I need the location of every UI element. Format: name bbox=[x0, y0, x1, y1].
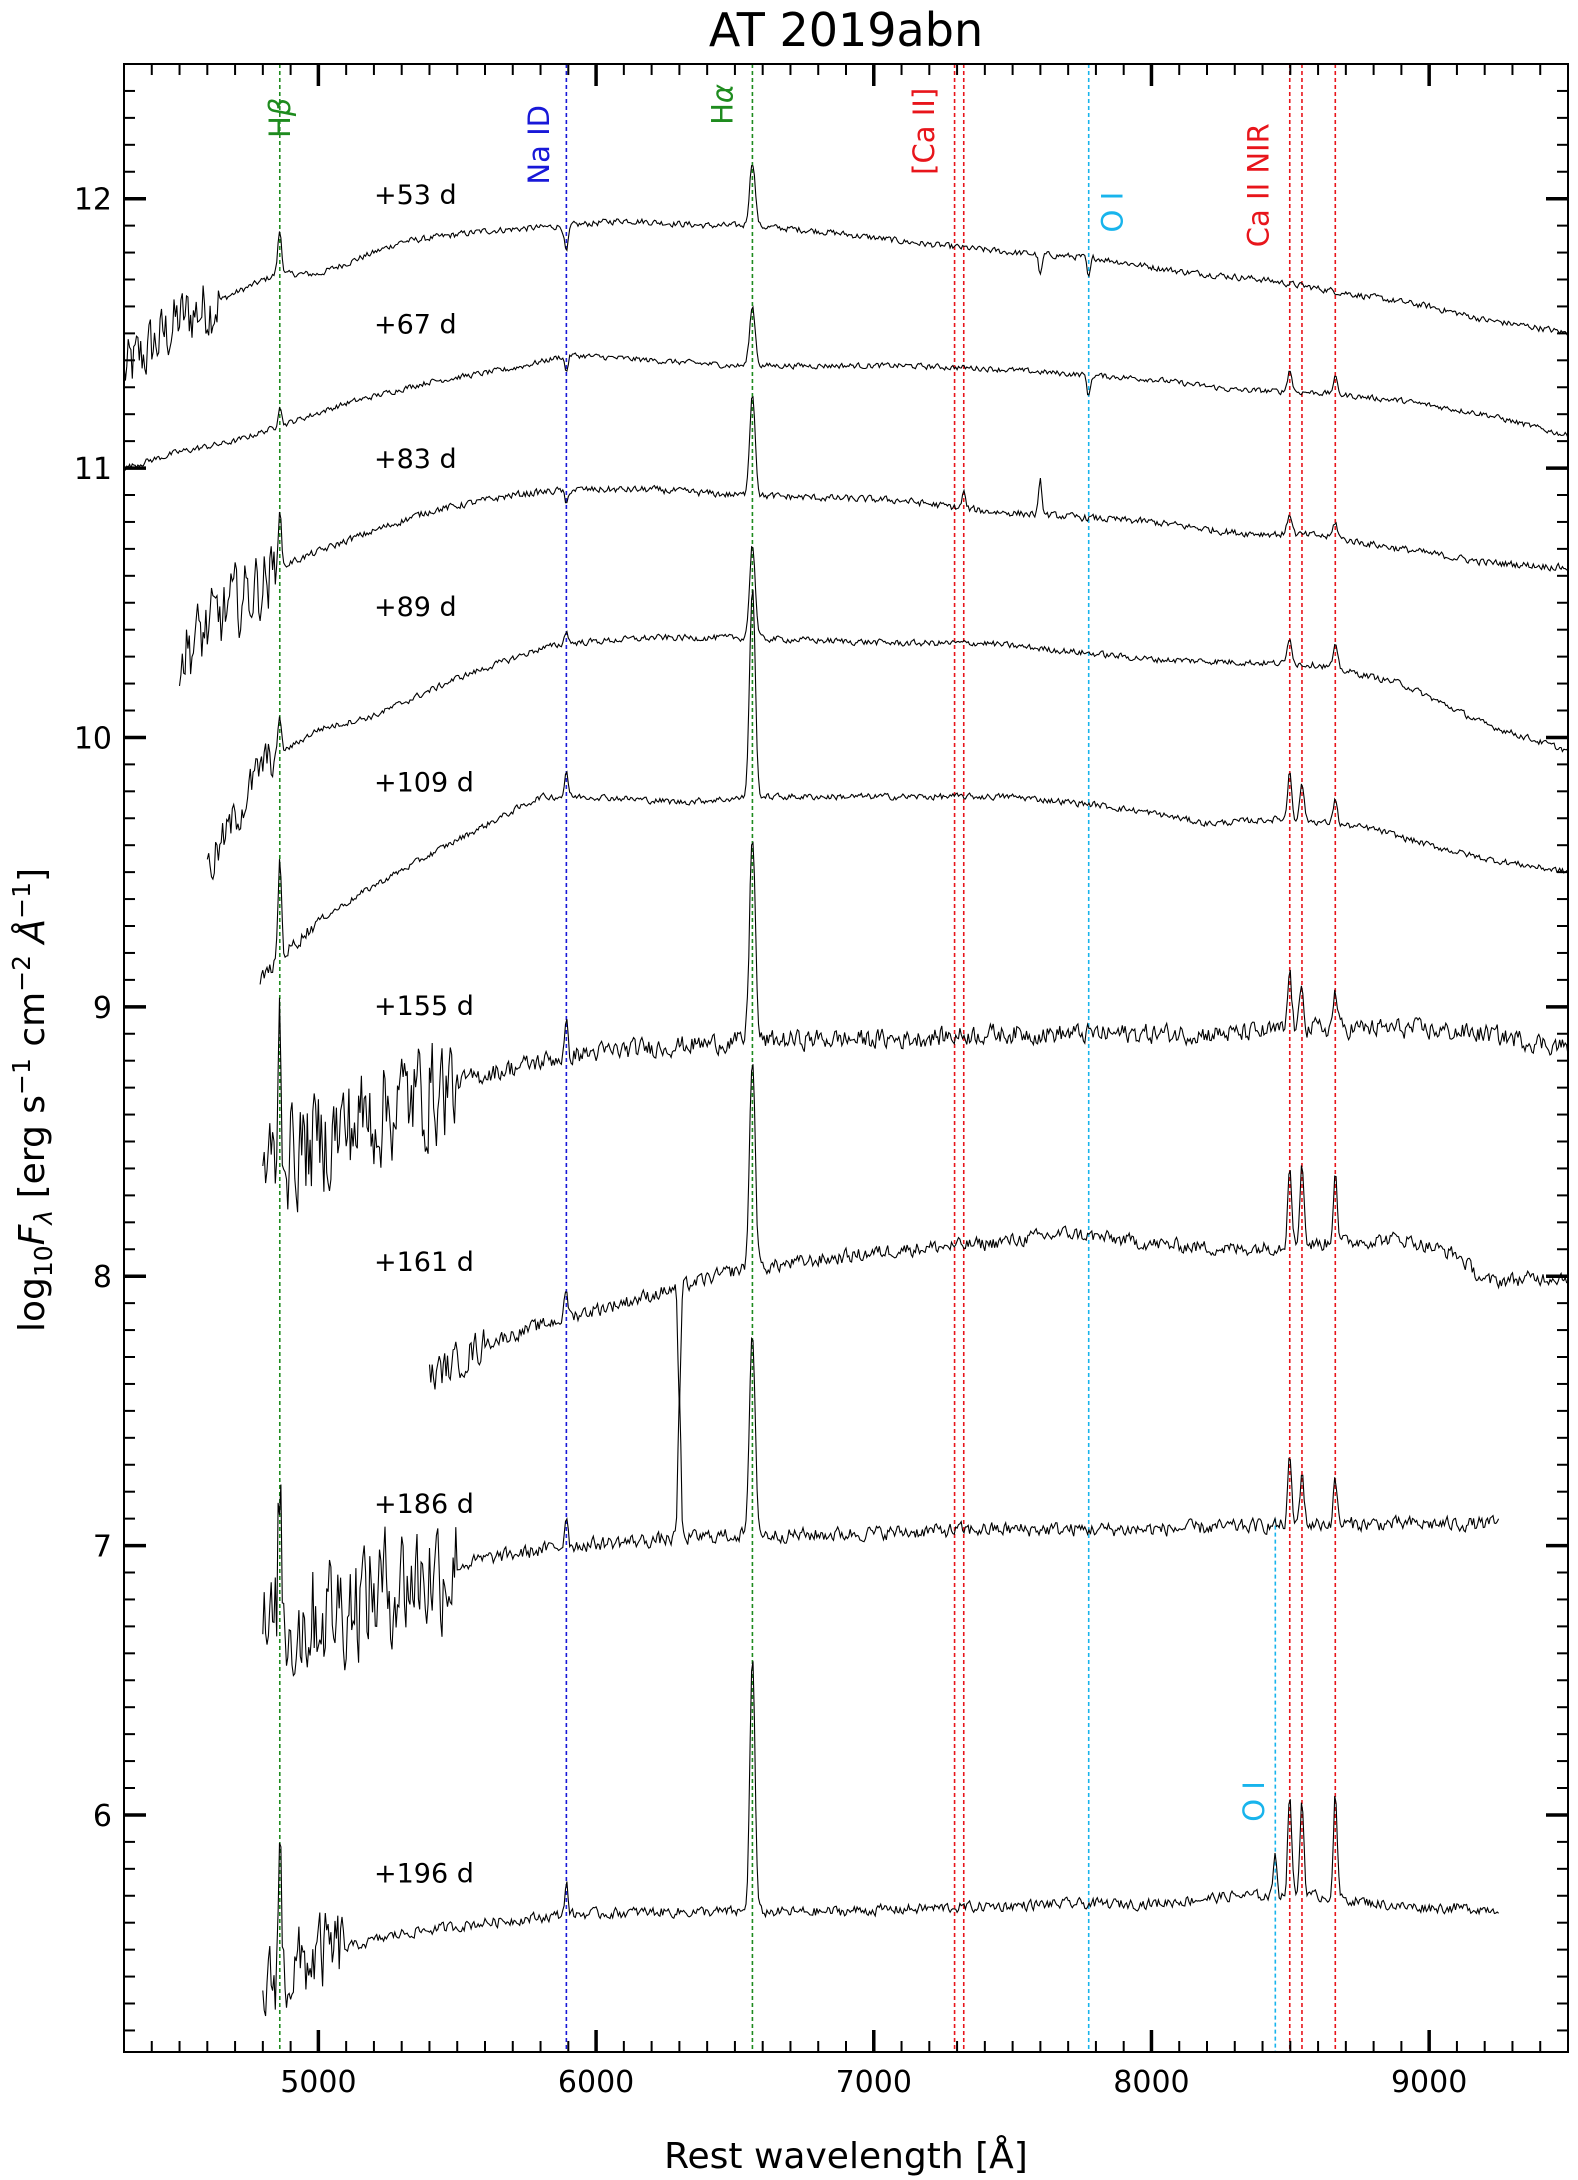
y-label-f: F bbox=[12, 1223, 53, 1245]
y-tick-label-3: 9 bbox=[93, 991, 112, 1026]
y-label-exp-1: −1 bbox=[7, 1058, 36, 1095]
marker-label-4: O I bbox=[1096, 192, 1130, 233]
spectral-line-markers: Hβ Na ID Hα [Ca II] O I Ca II NIR O I bbox=[263, 64, 1337, 2052]
marker-label-0: Hβ bbox=[263, 98, 297, 138]
marker-label-3: [Ca II] bbox=[907, 88, 941, 175]
epoch-label-2: +83 d bbox=[374, 444, 457, 475]
y-tick-label-6: 12 bbox=[74, 183, 112, 218]
axes: 5000 6000 7000 8000 9000 6 7 8 9 10 11 12 bbox=[74, 63, 1569, 2100]
y-label-end: ] bbox=[12, 868, 53, 882]
spectrum-3 bbox=[206, 545, 1569, 881]
y-tick-label-4: 10 bbox=[74, 721, 112, 756]
y-tick-label-5: 11 bbox=[74, 452, 112, 487]
epoch-label-0: +53 d bbox=[374, 180, 457, 211]
spectrum-0 bbox=[123, 165, 1569, 381]
epoch-label-6: +161 d bbox=[374, 1247, 474, 1278]
chart-title: AT 2019abn bbox=[709, 3, 983, 57]
x-tick-label-3: 8000 bbox=[1113, 2065, 1189, 2100]
y-label-exp-3: −1 bbox=[7, 882, 36, 919]
y-label-unit-1: [erg s bbox=[12, 1095, 53, 1210]
marker-label-2: Hα bbox=[705, 84, 739, 125]
epoch-label-4: +109 d bbox=[374, 767, 474, 798]
spectrum-4 bbox=[259, 589, 1569, 985]
spectrum-1 bbox=[123, 305, 1569, 471]
spectra-series bbox=[123, 165, 1569, 2017]
y-tick-label-1: 7 bbox=[93, 1530, 112, 1565]
epoch-label-1: +67 d bbox=[374, 309, 457, 340]
epoch-label-3: +89 d bbox=[374, 592, 457, 623]
x-axis-label: Rest wavelength [Å] bbox=[664, 2134, 1028, 2177]
x-tick-label-1: 6000 bbox=[558, 2065, 634, 2100]
y-tick-label-0: 6 bbox=[93, 1799, 112, 1834]
y-label-sub: 10 bbox=[29, 1245, 58, 1277]
spectrum-5 bbox=[262, 841, 1569, 1213]
marker-label-6: O I bbox=[1237, 1781, 1271, 1822]
y-label-unit-2: cm bbox=[12, 992, 53, 1058]
y-label-lambda: λ bbox=[29, 1210, 58, 1227]
y-axis-label: log10Fλ [erg s−1 cm−2 Å−1] bbox=[7, 868, 58, 1332]
y-label-exp-2: −2 bbox=[7, 955, 36, 992]
x-tick-label-4: 9000 bbox=[1391, 2065, 1467, 2100]
epoch-label-7: +186 d bbox=[374, 1489, 474, 1520]
marker-label-5: Ca II NIR bbox=[1241, 123, 1275, 247]
y-label-unit-3: Å bbox=[10, 919, 53, 955]
y-tick-label-2: 8 bbox=[93, 1260, 112, 1295]
epoch-label-5: +155 d bbox=[374, 991, 474, 1022]
spectrum-2 bbox=[178, 395, 1569, 686]
x-tick-label-2: 7000 bbox=[836, 2065, 912, 2100]
spectrum-8 bbox=[262, 1661, 1499, 2017]
series-labels: +53 d +67 d +83 d +89 d +109 d +155 d +161 d +1… bbox=[374, 180, 474, 1889]
spectrum-7 bbox=[262, 1336, 1500, 1677]
spectrum-6 bbox=[428, 1064, 1569, 1412]
epoch-label-8: +196 d bbox=[374, 1858, 474, 1889]
marker-label-1: Na ID bbox=[522, 105, 556, 185]
y-label-log: log bbox=[12, 1277, 53, 1332]
x-tick-label-0: 5000 bbox=[280, 2065, 356, 2100]
plot-frame bbox=[123, 63, 1569, 2053]
